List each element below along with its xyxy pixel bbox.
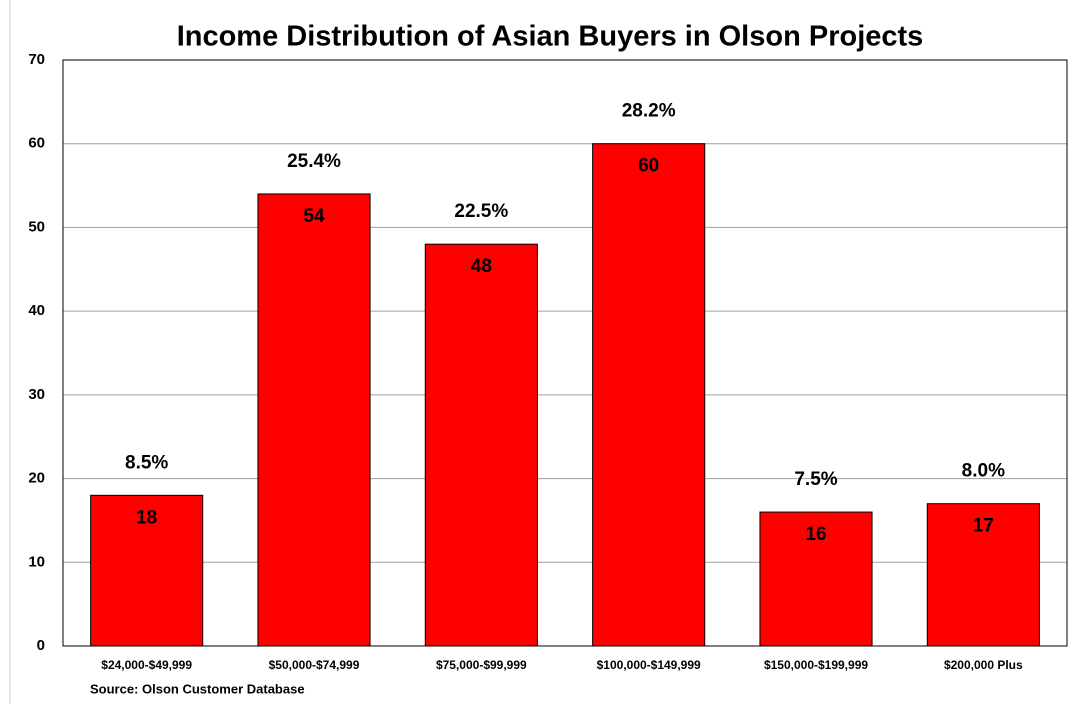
y-tick-label: 70 xyxy=(28,51,45,68)
y-tick-label: 0 xyxy=(37,637,45,654)
plot-border xyxy=(62,59,1068,647)
bar xyxy=(424,243,538,647)
value-label: 17 xyxy=(973,516,994,537)
y-tick-label: 10 xyxy=(28,553,45,570)
percentage-label: 22.5% xyxy=(454,201,508,222)
chart-title: Income Distribution of Asian Buyers in O… xyxy=(177,21,924,53)
value-label: 16 xyxy=(805,524,826,545)
y-tick-label: 60 xyxy=(28,135,45,152)
y-tick-label: 40 xyxy=(28,302,45,319)
y-tick-label: 20 xyxy=(28,470,45,487)
x-tick-label: $100,000-$149,999 xyxy=(597,658,701,672)
bar xyxy=(759,511,873,647)
percentage-label: 25.4% xyxy=(287,151,341,172)
value-label: 60 xyxy=(638,156,659,177)
value-label: 18 xyxy=(136,507,157,528)
percentage-label: 8.0% xyxy=(962,461,1005,482)
x-tick-label: $50,000-$74,999 xyxy=(269,658,360,672)
percentage-label: 8.5% xyxy=(125,452,168,473)
bar xyxy=(90,494,204,647)
x-tick-label: $24,000-$49,999 xyxy=(101,658,192,672)
x-tick-label: $150,000-$199,999 xyxy=(764,658,868,672)
x-tick-label: $200,000 Plus xyxy=(944,658,1023,672)
source-note: Source: Olson Customer Database xyxy=(90,681,305,696)
value-label: 54 xyxy=(303,206,325,227)
percentage-label: 7.5% xyxy=(794,469,837,490)
bar xyxy=(592,143,706,647)
y-tick-label: 50 xyxy=(28,218,45,235)
y-tick-label: 30 xyxy=(28,386,45,403)
x-tick-label: $75,000-$99,999 xyxy=(436,658,527,672)
value-label: 48 xyxy=(471,256,492,277)
bar xyxy=(257,193,371,647)
bar xyxy=(926,503,1040,647)
percentage-label: 28.2% xyxy=(622,101,676,122)
